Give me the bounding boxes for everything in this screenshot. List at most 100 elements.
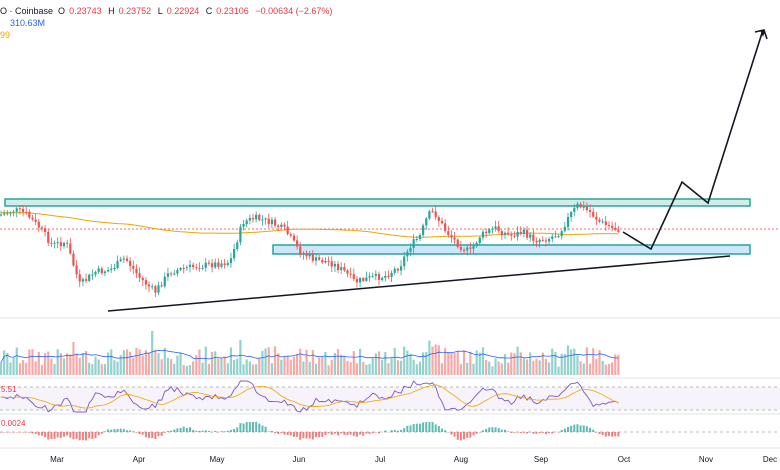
volume-bar [396,360,399,375]
candle-body [314,257,318,261]
candle-body [3,213,6,215]
volume-bar [28,349,31,375]
candle-body [195,267,198,269]
macd-bar [277,432,280,435]
macd-bar [604,432,607,437]
volume-bar [53,364,56,375]
candle-body [601,221,604,223]
candle-body [607,224,611,226]
macd-bar [384,430,387,432]
volume-bar [163,347,166,375]
volume-bar [377,351,381,375]
candle-body [368,276,371,278]
volume-bar [500,363,503,375]
candle-body [132,266,135,269]
macd-bar [393,430,396,432]
volume-bar [598,350,601,375]
volume-bar [355,363,359,375]
macd-bar [573,424,576,432]
open-label: O [58,6,66,16]
candle-body [588,210,592,212]
candle-body [100,268,103,274]
volume-bar [393,347,396,375]
high-value: 0.23752 [118,6,152,16]
macd-bar [280,432,283,434]
macd-bar [519,432,522,434]
candle-body [592,211,595,217]
macd-bar [346,432,349,436]
volume-bar [273,346,277,375]
macd-bar [548,432,551,434]
macd-bar [255,422,258,432]
macd-bar [560,429,563,432]
macd-bar [390,430,393,432]
macd-bar [327,432,330,434]
volume-bar [371,357,374,375]
macd-bar [173,429,176,432]
macd-bar [18,432,21,433]
volume-bar [595,358,598,375]
candle-body [207,262,210,264]
macd-bar [425,422,428,432]
candle-body [412,239,415,248]
candle-body [201,267,204,269]
candle-body [374,273,377,276]
macd-bar [198,430,201,432]
macd-bar [72,432,75,440]
volume-bar [299,348,302,375]
volume-bar [466,362,469,375]
macd-bar [551,432,554,434]
volume-bar [207,363,210,375]
x-tick-label: Jun [293,455,306,464]
macd-bar [9,432,12,433]
macd-bar [242,423,245,432]
candle-body [308,254,311,257]
candle-body [141,277,144,281]
candle-body [31,217,34,220]
volume-bar [544,358,548,375]
macd-bar [63,432,65,437]
volume-bar [481,347,485,375]
candle-body [544,240,548,242]
candle-body [296,240,299,247]
macd-bar [75,432,78,439]
macd-bar [576,424,579,432]
macd-bar [611,432,614,437]
volume-bar [444,348,447,375]
macd-bar [25,432,28,433]
candle-body [318,257,321,260]
macd-bar [192,429,195,432]
volume-bar [182,365,185,375]
volume-bar [31,349,34,375]
volume-bar [75,353,78,375]
resistance-zone[interactable] [4,198,751,207]
trendline[interactable] [107,255,731,312]
volume-bar [318,357,321,375]
macd-bar [330,432,333,435]
candle-body [53,242,56,244]
candle-body [409,247,412,252]
candle-body [15,208,18,212]
macd-bar [337,432,340,436]
volume-bar [100,364,103,375]
macd-bar [403,428,406,432]
x-tick-label: Oct [618,455,631,464]
candle-body [617,229,620,232]
macd-bar [441,428,443,432]
projection-path[interactable] [622,32,763,251]
volume-bar [220,358,223,375]
candle-body [481,231,485,238]
macd-bar [453,432,456,437]
candle-body [570,212,573,217]
volume-bar [280,359,283,375]
volume-bar [15,347,18,375]
candle-body [475,242,478,247]
support-zone[interactable] [272,244,751,255]
candle-body [485,231,488,234]
volume-bar [399,360,403,375]
macd-bar [236,427,239,432]
candle-body [434,211,437,218]
candle-body [548,238,551,242]
volume-bar [9,362,12,375]
